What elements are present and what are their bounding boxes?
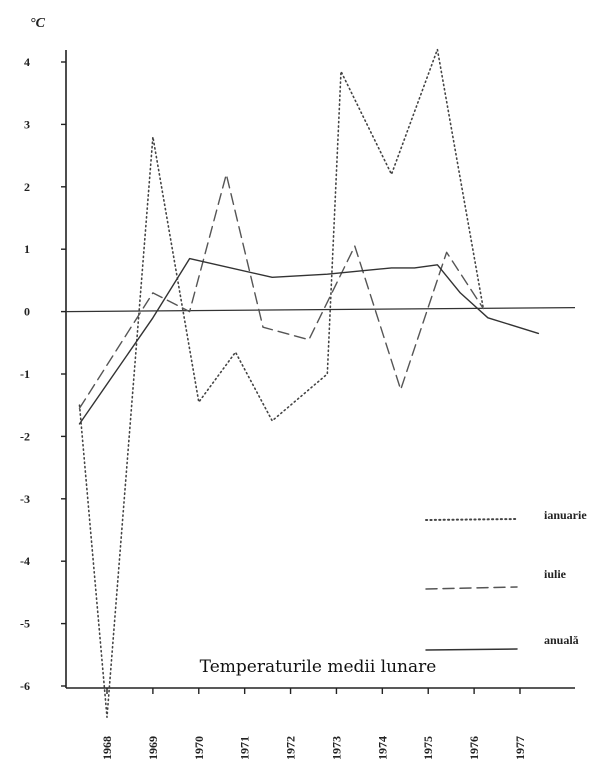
x-tick-label: 1971 [238,736,252,760]
series-line-dashed [78,173,484,409]
chart-title: Temperaturile medii lunare [200,657,437,677]
series-lines [78,48,540,719]
y-tick-label: -2 [20,429,30,443]
y-tick-label: 2 [24,180,30,194]
legend-label: ianuarie [544,508,587,522]
x-tick-label: 1969 [146,736,160,760]
y-tick-label: -3 [20,492,30,506]
y-tick-label: 1 [24,242,30,256]
axes [65,50,576,689]
series-line-solid [78,257,540,425]
series-line-dotted [78,48,485,719]
y-tick-label: 0 [24,305,30,319]
x-tick-label: 1975 [421,736,435,760]
x-ticks: 1968 1969 1970 1971 1972 1973 1974 1975 1976 1977 [100,688,527,760]
y-tick-label: 4 [24,55,30,69]
y-ticks: 4 3 2 1 0 -1 -2 -3 -4 -5 -6 [20,55,66,693]
x-tick-label: 1977 [513,736,527,760]
y-tick-label: 3 [24,117,30,131]
x-tick-label: 1970 [192,736,206,760]
x-tick-label: 1973 [329,736,343,760]
zero-line [65,306,576,313]
legend-swatch-solid [425,648,518,651]
x-tick-label: 1968 [100,736,114,760]
legend-label: anuală [544,633,579,647]
x-tick-label: 1974 [375,736,389,760]
legend-label: iulie [544,567,567,581]
y-tick-label: -5 [20,617,30,631]
x-tick-label: 1976 [467,736,481,760]
legend-swatch-dotted [425,518,518,521]
y-axis-unit-label: °C [30,16,46,31]
y-tick-label: -1 [20,367,30,381]
y-tick-label: -4 [20,554,30,568]
x-tick-label: 1972 [284,736,298,760]
legend: ianuarie iulie anuală [425,508,587,651]
legend-swatch-dashed [425,586,518,590]
y-tick-label: -6 [20,679,30,693]
